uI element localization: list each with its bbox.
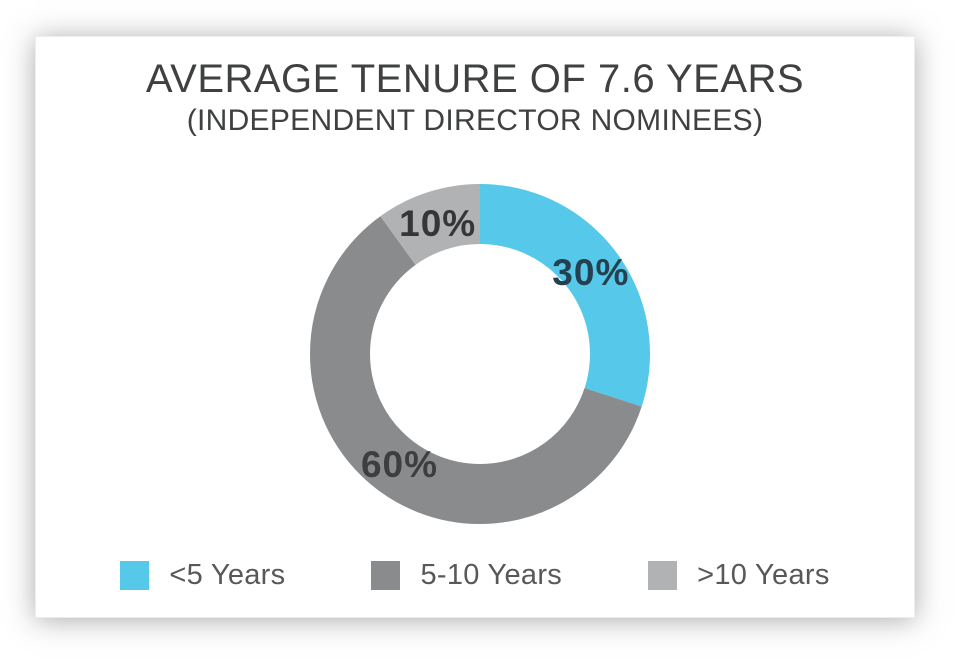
slice-data-label-0: 30%: [552, 252, 630, 294]
donut-chart-svg: [310, 184, 650, 524]
legend-swatch-1: [371, 561, 401, 590]
chart-legend: <5 Years 5-10 Years >10 Years: [36, 559, 914, 592]
legend-item-0: <5 Years: [120, 559, 285, 592]
legend-swatch-0: [120, 561, 150, 590]
chart-card: AVERAGE TENURE OF 7.6 YEARS (INDEPENDENT…: [35, 36, 915, 618]
chart-subtitle: (INDEPENDENT DIRECTOR NOMINEES): [186, 104, 764, 137]
slice-data-label-2: 10%: [399, 202, 477, 244]
legend-label-0: <5 Years: [169, 559, 286, 591]
donut-chart: 30% 60% 10%: [310, 184, 650, 524]
legend-label-1: 5-10 Years: [420, 559, 563, 591]
slice-data-label-1: 60%: [360, 443, 438, 485]
legend-swatch-2: [648, 561, 678, 590]
legend-item-2: >10 Years: [648, 559, 830, 592]
legend-item-1: 5-10 Years: [371, 559, 562, 592]
donut-slice-2: [310, 184, 650, 524]
title-block: AVERAGE TENURE OF 7.6 YEARS (INDEPENDENT…: [36, 37, 914, 138]
chart-title: AVERAGE TENURE OF 7.6 YEARS: [145, 57, 805, 101]
donut-slice-1: [310, 184, 650, 524]
legend-label-2: >10 Years: [697, 559, 830, 591]
